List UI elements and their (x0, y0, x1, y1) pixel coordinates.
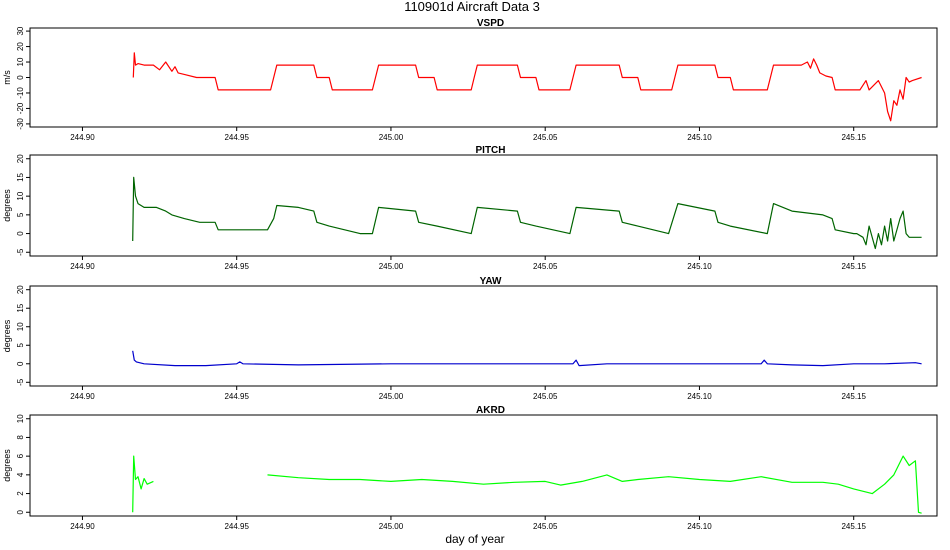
y-tick-label-yaw: 5 (16, 342, 25, 347)
x-tick-label-vspd: 245.00 (379, 133, 404, 142)
series-line-akrd-1 (132, 455, 154, 513)
y-axis-label-akrd: degrees (2, 449, 12, 482)
panel-vspd: VSPD m/s -30 -20 -10 0 10 20 30 244.90 244.95 245.0… (2, 18, 938, 142)
y-tick-label-vspd: 20 (16, 42, 25, 51)
y-tick-label-akrd: 4 (16, 472, 25, 477)
series-line-pitch-1 (132, 176, 922, 250)
y-tick-label-akrd: 8 (16, 435, 25, 440)
y-tick-label-akrd: 0 (16, 509, 25, 514)
y-axis-label-vspd: m/s (2, 70, 12, 85)
x-tick-label-pitch: 244.90 (70, 262, 95, 271)
y-axis-label-pitch: degrees (2, 189, 12, 222)
y-tick-label-akrd: 10 (16, 414, 25, 423)
x-tick-label-pitch: 245.00 (379, 262, 404, 271)
x-tick-label-pitch: 245.15 (841, 262, 866, 271)
y-tick-label-yaw: 0 (16, 361, 25, 366)
panel-akrd: AKRD degrees 0 2 4 6 8 10 244.90 244.95 245.00 245.… (2, 405, 938, 531)
x-tick-label-akrd: 244.90 (70, 522, 95, 531)
y-tick-label-pitch: 5 (16, 212, 25, 217)
y-tick-label-vspd: -30 (16, 118, 25, 130)
x-tick-label-yaw: 245.15 (841, 392, 866, 401)
y-tick-label-pitch: 0 (16, 231, 25, 236)
y-tick-label-yaw: 20 (16, 285, 25, 294)
y-tick-label-pitch: 10 (16, 191, 25, 200)
y-tick-label-vspd: 30 (16, 26, 25, 35)
x-axis-label: day of year (445, 532, 504, 546)
series-line-vspd-1 (132, 52, 922, 122)
figure-title: 110901d Aircraft Data 3 (404, 0, 540, 14)
x-tick-label-akrd: 245.05 (533, 522, 558, 531)
y-tick-label-yaw: -5 (16, 378, 25, 386)
panel-title-pitch: PITCH (476, 145, 506, 156)
x-tick-label-yaw: 245.05 (533, 392, 558, 401)
panel-yaw: YAW degrees -5 0 5 10 15 20 244.90 244.95 245.00 24… (2, 276, 938, 401)
panel-title-vspd: VSPD (477, 18, 504, 29)
y-tick-label-vspd: 0 (16, 75, 25, 80)
x-tick-label-vspd: 245.05 (533, 133, 558, 142)
y-tick-label-vspd: -20 (16, 102, 25, 114)
series-line-yaw-1 (132, 350, 922, 367)
panel-pitch: PITCH degrees -5 0 5 10 15 20 244.90 244.95 245.00… (2, 145, 938, 271)
y-tick-label-yaw: 15 (16, 303, 25, 312)
plot-frame-vspd (29, 27, 938, 128)
panel-title-akrd: AKRD (476, 405, 505, 416)
x-tick-label-akrd: 245.00 (379, 522, 404, 531)
y-tick-label-akrd: 6 (16, 453, 25, 458)
x-tick-label-pitch: 245.05 (533, 262, 558, 271)
y-axis-label-yaw: degrees (2, 319, 12, 352)
plot-frame-pitch (29, 154, 938, 257)
y-tick-label-pitch: 15 (16, 172, 25, 181)
panel-title-yaw: YAW (480, 276, 502, 287)
x-tick-label-pitch: 245.10 (687, 262, 712, 271)
x-tick-label-vspd: 245.15 (841, 133, 866, 142)
y-tick-label-vspd: -10 (16, 87, 25, 99)
y-tick-label-akrd: 2 (16, 491, 25, 496)
series-line-akrd-2 (267, 455, 922, 514)
x-tick-label-vspd: 244.90 (70, 133, 95, 142)
x-tick-label-pitch: 244.95 (224, 262, 249, 271)
x-tick-label-yaw: 245.00 (379, 392, 404, 401)
x-tick-label-yaw: 245.10 (687, 392, 712, 401)
plot-frame-yaw (29, 285, 938, 387)
x-tick-label-vspd: 245.10 (687, 133, 712, 142)
x-tick-label-akrd: 244.95 (224, 522, 249, 531)
y-tick-label-pitch: 20 (16, 154, 25, 163)
plot-frame-akrd (29, 414, 938, 517)
x-tick-label-akrd: 245.10 (687, 522, 712, 531)
x-tick-label-yaw: 244.90 (70, 392, 95, 401)
y-tick-label-vspd: 10 (16, 57, 25, 66)
x-tick-label-vspd: 244.95 (224, 133, 249, 142)
x-tick-label-yaw: 244.95 (224, 392, 249, 401)
y-tick-label-yaw: 10 (16, 322, 25, 331)
y-tick-label-pitch: -5 (16, 248, 25, 256)
x-tick-label-akrd: 245.15 (841, 522, 866, 531)
